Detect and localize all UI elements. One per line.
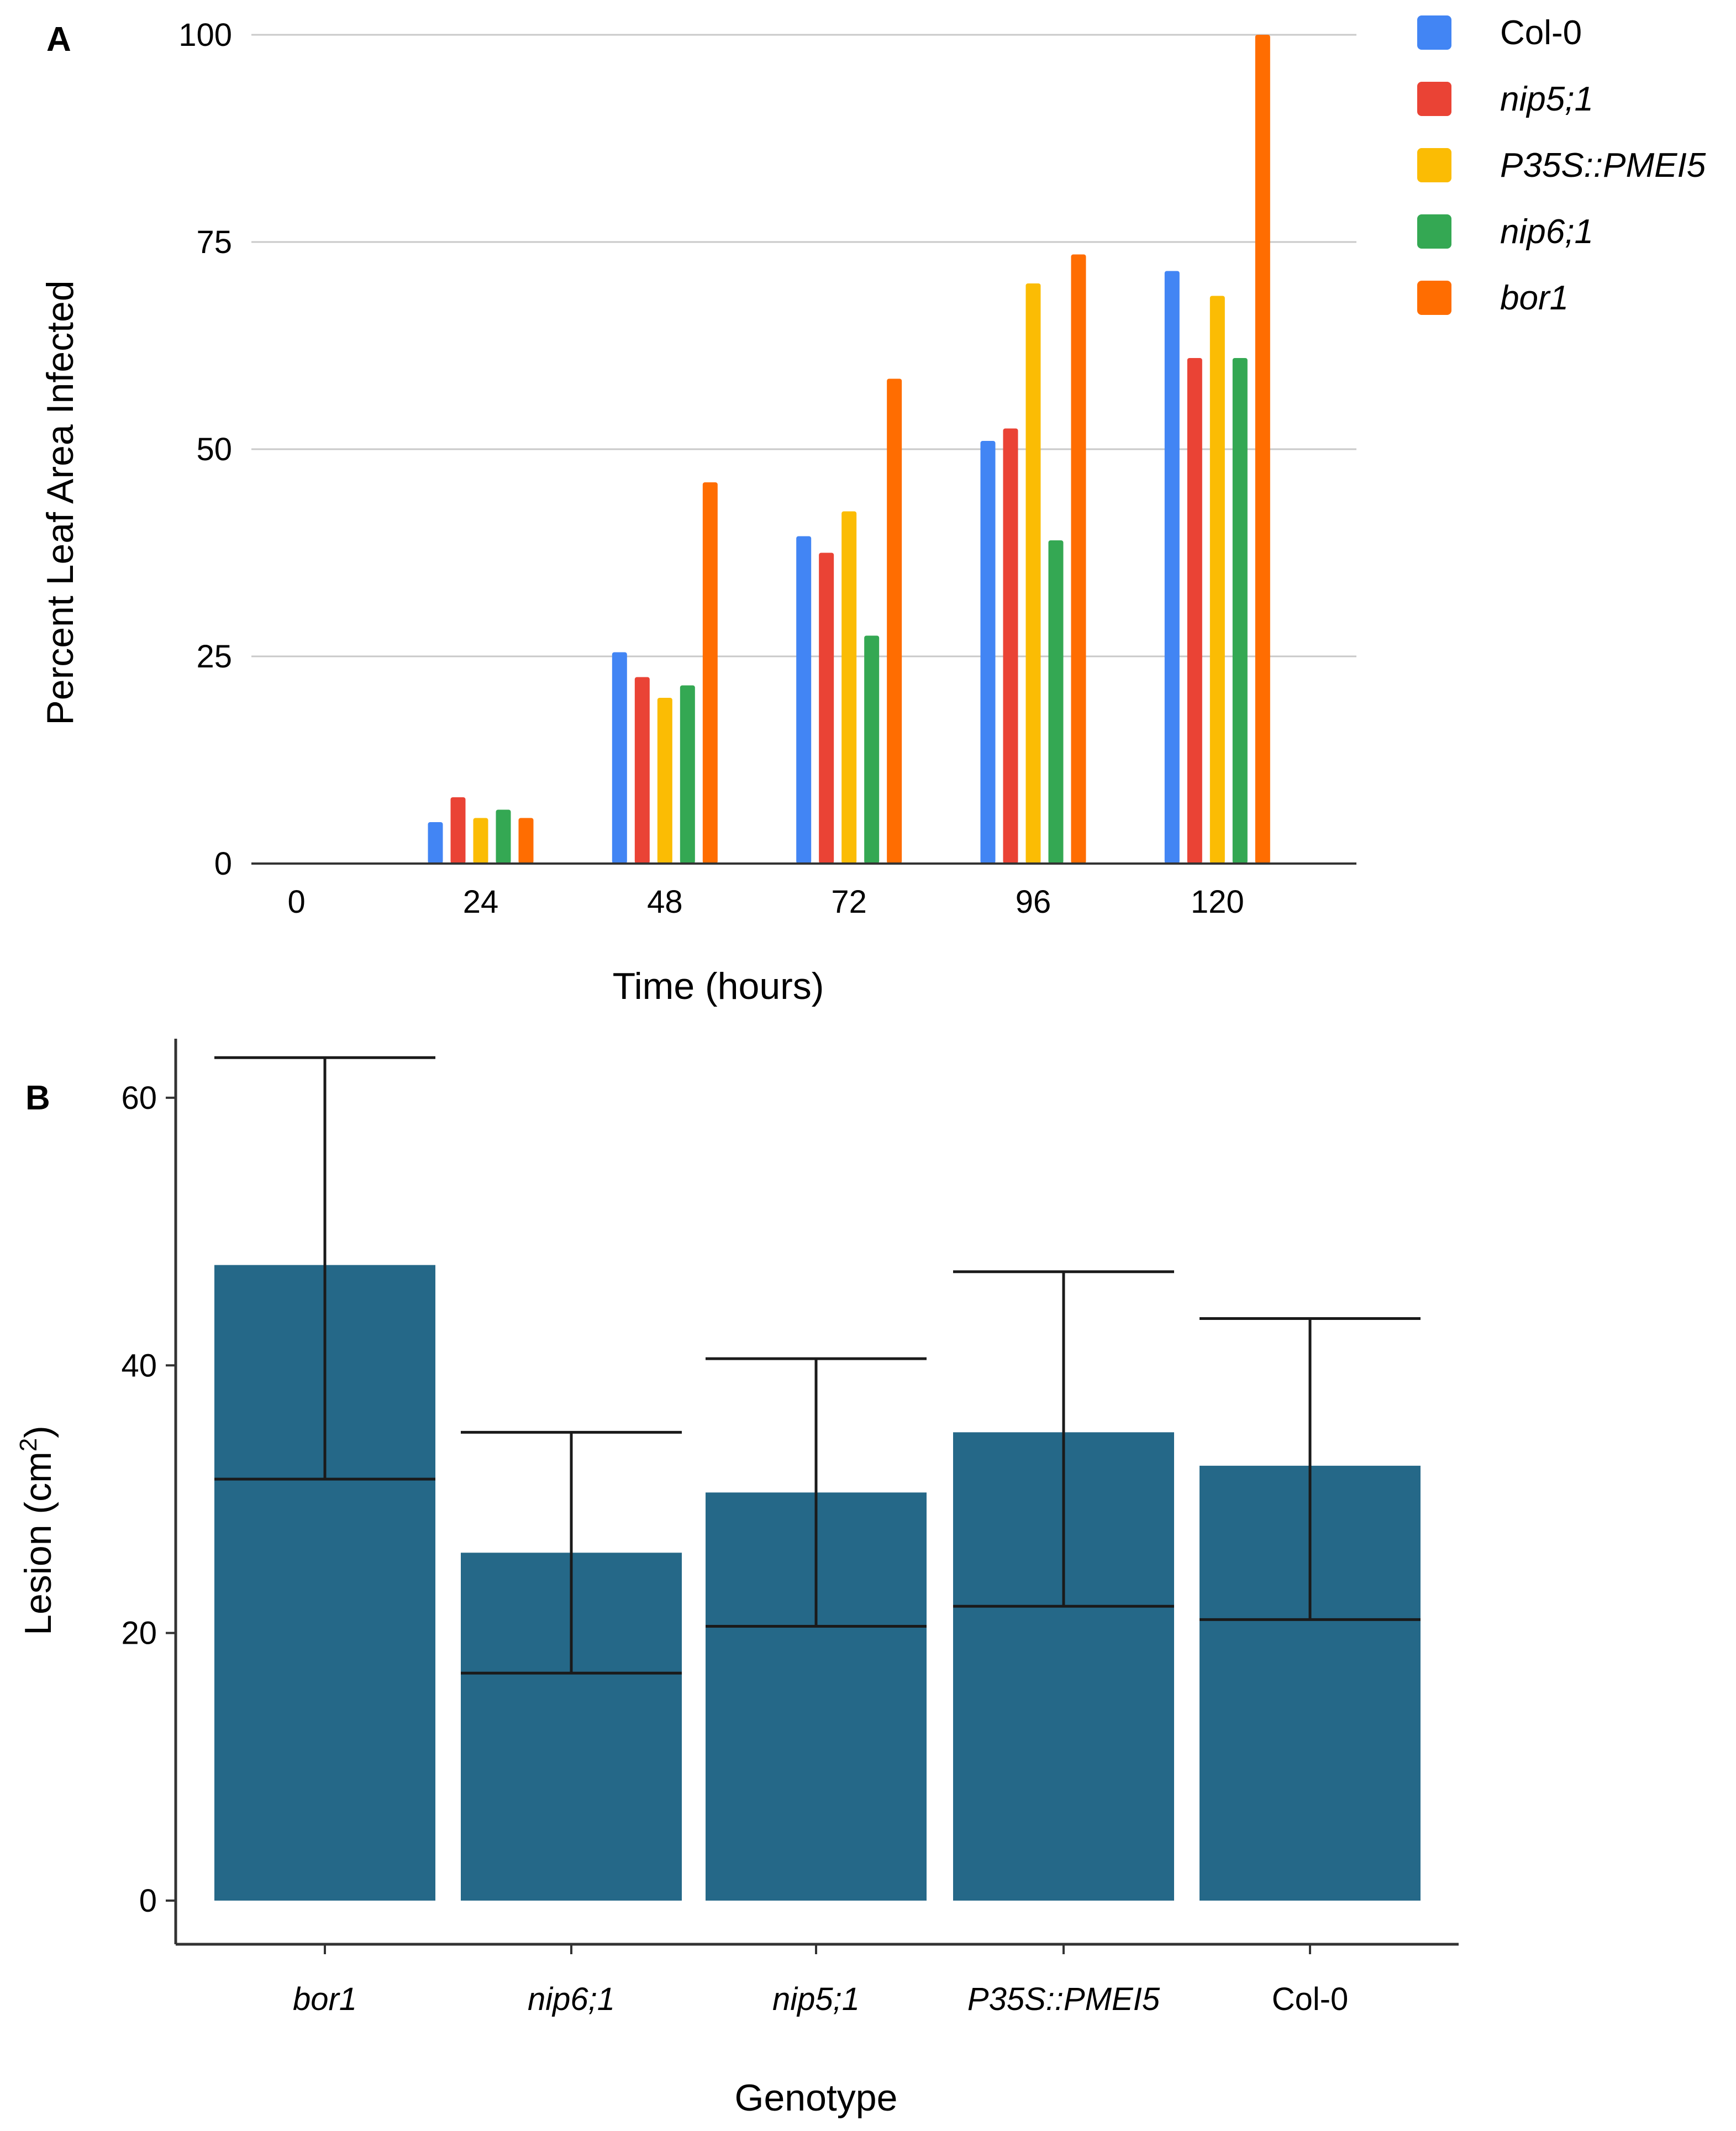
- legend-label-P35S::PMEI5: P35S::PMEI5: [1500, 146, 1706, 185]
- legend-swatch-Col-0: [1417, 15, 1451, 50]
- bar-a-Col-0-120: [1164, 271, 1180, 864]
- bar-a-Col-0-48: [612, 652, 627, 864]
- bar-a-nip5;1-120: [1187, 358, 1202, 864]
- legend-swatch-nip6;1: [1417, 214, 1451, 249]
- bar-a-nip5;1-48: [634, 677, 650, 864]
- y-tick-label-b-40: 40: [121, 1348, 157, 1383]
- bar-a-nip6;1-96: [1048, 540, 1064, 864]
- chart-panel-a: A 0 25 50 75 100 0 24 48 72 96 120 Time (hours) Perc…: [39, 14, 1706, 1007]
- y-tick-label-a-25: 25: [196, 639, 232, 675]
- legend-swatch-P35S::PMEI5: [1417, 148, 1451, 182]
- x-tick-label-b-nip5;1: nip5;1: [772, 1981, 860, 2017]
- y-tick-label-b-60: 60: [121, 1080, 157, 1116]
- bar-a-P35S::PMEI5-120: [1209, 296, 1225, 864]
- bar-a-nip5;1-72: [819, 553, 834, 864]
- x-tick-label-b-nip6;1: nip6;1: [528, 1981, 615, 2017]
- bar-a-P35S::PMEI5-24: [473, 818, 488, 864]
- bar-a-Col-0-24: [428, 822, 443, 864]
- bar-a-P35S::PMEI5-72: [841, 511, 857, 864]
- bar-a-bor1-72: [887, 378, 902, 864]
- legend-label-bor1: bor1: [1500, 279, 1569, 317]
- bar-a-nip6;1-120: [1232, 358, 1248, 864]
- y-axis-title-b-main: Lesion (cm: [17, 1451, 59, 1635]
- y-axis-title-a: Percent Leaf Area Infected: [39, 280, 81, 725]
- bar-a-P35S::PMEI5-48: [657, 698, 672, 864]
- x-axis-title-b: Genotype: [735, 2077, 898, 2119]
- bar-a-bor1-48: [702, 482, 718, 864]
- bar-a-bor1-120: [1255, 35, 1270, 864]
- y-tick-label-b-20: 20: [121, 1616, 157, 1651]
- x-tick-label-a-120: 120: [1191, 884, 1244, 920]
- x-tick-label-a-96: 96: [1016, 884, 1051, 920]
- bar-a-bor1-24: [518, 818, 534, 864]
- y-tick-label-b-0: 0: [139, 1883, 157, 1919]
- bar-a-nip5;1-24: [450, 797, 466, 864]
- bar-a-Col-0-72: [796, 536, 812, 864]
- legend-label-nip5;1: nip5;1: [1500, 80, 1593, 118]
- y-axis-title-b-close: ): [17, 1425, 59, 1438]
- bar-a-nip6;1-72: [864, 635, 880, 864]
- y-tick-label-a-100: 100: [178, 17, 232, 53]
- legend-swatch-bor1: [1417, 281, 1451, 315]
- x-axis-title-a: Time (hours): [613, 965, 824, 1007]
- legend-label-nip6;1: nip6;1: [1500, 213, 1593, 251]
- bar-a-nip6;1-48: [680, 685, 695, 864]
- legend-swatch-nip5;1: [1417, 82, 1451, 116]
- bar-a-bor1-96: [1071, 254, 1086, 864]
- bar-a-Col-0-96: [980, 441, 996, 864]
- panel-label-a: A: [46, 20, 71, 59]
- x-tick-label-a-24: 24: [463, 884, 499, 920]
- y-tick-label-a-50: 50: [196, 432, 232, 467]
- bar-a-P35S::PMEI5-96: [1025, 283, 1041, 864]
- panel-label-b: B: [25, 1079, 50, 1117]
- legend-label-Col-0: Col-0: [1500, 14, 1582, 52]
- x-tick-label-a-48: 48: [647, 884, 683, 920]
- x-tick-label-b-Col-0: Col-0: [1272, 1981, 1349, 2017]
- y-axis-title-b: Lesion (cm2): [15, 1425, 59, 1635]
- bar-a-nip6;1-24: [496, 809, 511, 864]
- x-tick-label-b-bor1: bor1: [293, 1981, 357, 2017]
- y-tick-label-a-0: 0: [214, 846, 232, 882]
- y-tick-label-a-75: 75: [196, 224, 232, 260]
- x-tick-label-b-P35S::PMEI5: P35S::PMEI5: [967, 1981, 1160, 2017]
- x-tick-label-a-72: 72: [831, 884, 867, 920]
- y-axis-title-b-sup: 2: [15, 1438, 42, 1451]
- bar-a-nip5;1-96: [1003, 428, 1018, 864]
- x-tick-label-a-0: 0: [288, 884, 306, 920]
